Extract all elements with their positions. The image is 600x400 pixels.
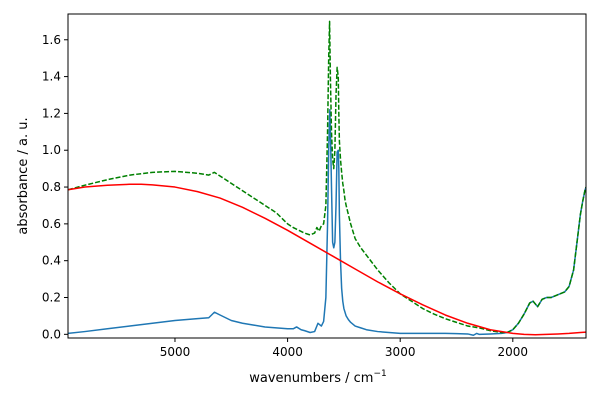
series-line-2 (68, 20, 586, 334)
y-tick-label: 0.0 (42, 327, 61, 341)
y-tick-label: 0.4 (42, 254, 61, 268)
y-tick-label: 1.4 (42, 70, 61, 84)
y-tick-label: 0.6 (42, 217, 61, 231)
y-axis-label: absorbance / a. u. (16, 117, 31, 234)
series-layer (68, 20, 586, 336)
x-axis-label-text: wavenumbers / cm (249, 371, 373, 386)
y-tick-label: 0.8 (42, 180, 61, 194)
x-axis-label: wavenumbers / cm−1 (249, 369, 387, 386)
y-tick-label: 1.6 (42, 33, 61, 47)
x-tick-label: 2000 (498, 345, 529, 359)
y-tick-label: 1.0 (42, 143, 61, 157)
plot-frame (67, 13, 587, 339)
series-line-3 (68, 183, 586, 336)
x-tick-label: 3000 (385, 345, 416, 359)
x-tick-label: 4000 (272, 345, 303, 359)
x-axis-label-superscript: −1 (373, 369, 386, 379)
y-tick-label: 1.2 (42, 106, 61, 120)
y-axis-ticks: 0.0 0.2 0.4 0.6 0.8 1.0 1.2 1.4 1.6 (42, 33, 68, 341)
x-axis-ticks: 5000 4000 3000 2000 (160, 338, 528, 359)
y-tick-label: 0.2 (42, 291, 61, 305)
x-tick-label: 5000 (160, 345, 191, 359)
